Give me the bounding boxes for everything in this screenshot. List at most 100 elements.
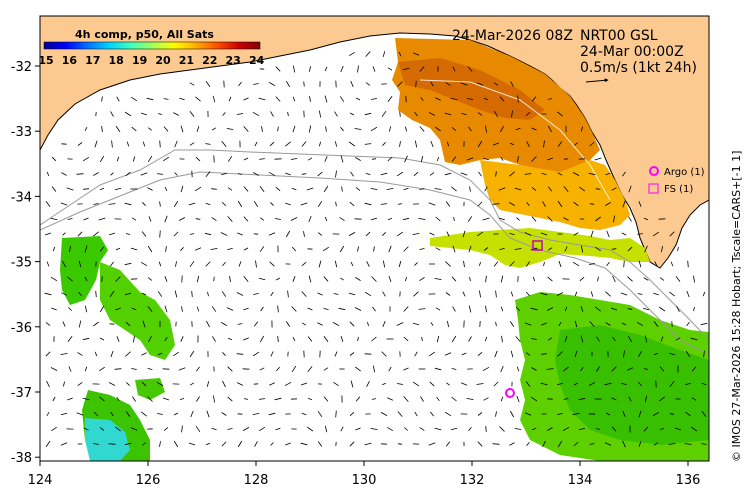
current-vector [574,291,578,297]
current-vector [540,232,548,236]
current-vector [460,382,468,386]
current-vector [446,382,450,386]
current-vector [180,247,184,251]
colorbar-tick-label: 18 [109,54,124,67]
current-vector [531,187,537,191]
current-vector [436,156,440,162]
current-vector [191,291,193,297]
current-vector [677,246,679,252]
current-vector [147,187,153,191]
current-vector [163,98,169,100]
current-vector [147,306,153,312]
current-vector [482,366,490,372]
current-vector [589,263,595,265]
current-vector [595,216,601,222]
current-vector [205,143,211,145]
current-vector [563,366,569,372]
current-vector [95,290,97,298]
x-tick-label: 132 [460,473,485,488]
current-vector [306,426,314,432]
current-vector [386,426,394,432]
current-vector [124,111,132,117]
current-vector [495,290,497,298]
current-vector [349,321,355,327]
current-vector [429,172,435,176]
current-vector [684,443,692,445]
current-vector [643,277,649,281]
current-vector [189,350,195,358]
current-vector [412,381,420,387]
current-vector [226,307,234,311]
current-vector [339,245,345,253]
current-vector [318,110,322,118]
current-vector [595,428,601,430]
current-vector [324,156,328,162]
current-vector [444,352,452,356]
current-vector [307,336,313,342]
current-vector [509,321,515,327]
current-vector [93,203,99,205]
current-vector [180,125,184,133]
current-vector [543,261,545,267]
current-vector [252,413,260,415]
current-vector [659,428,665,430]
current-vector [205,81,211,87]
y-tick-label: -32 [11,60,32,75]
current-vector [643,368,649,370]
current-vector [125,233,131,235]
current-vector [195,218,201,220]
current-vector [429,381,435,387]
current-vector [335,410,337,418]
current-vector [612,275,616,283]
current-vector [524,232,532,236]
current-vector [557,111,563,117]
current-vector [242,427,250,431]
current-vector [589,203,595,205]
current-vector [45,440,51,448]
current-vector [229,276,231,282]
current-vector [259,335,265,343]
obs-legend: Argo (1) FS (1) [648,166,705,195]
current-vector [444,411,452,417]
current-vector [451,396,457,402]
header-date: 24-Mar-2026 08Z [452,28,573,44]
current-vector [333,293,339,295]
current-vector [644,245,648,253]
current-vector [115,426,121,432]
current-vector [189,142,195,146]
current-vector [349,201,355,207]
current-vector [661,245,663,253]
current-vector [181,306,183,312]
current-vector [164,336,168,342]
current-vector [572,412,580,416]
current-vector [308,66,312,72]
current-vector [317,171,323,177]
current-vector [148,216,152,222]
current-vector [468,426,472,432]
current-vector [340,126,344,132]
current-vector [516,366,520,372]
current-vector [243,216,249,222]
current-vector [163,427,169,431]
current-vector [372,66,376,72]
current-vector [563,217,569,221]
current-vector [44,292,52,296]
current-vector [189,233,195,235]
current-vector [354,128,362,130]
current-vector [258,277,266,281]
current-vector [178,217,186,221]
current-vector [317,441,323,447]
current-vector [452,245,456,253]
current-vector [227,366,233,372]
current-vector [99,246,105,252]
current-vector [236,292,244,296]
current-vector [420,97,424,101]
current-vector [653,320,659,328]
current-vector [563,186,569,192]
current-vector [533,276,535,282]
current-vector [687,260,689,268]
current-vector [140,261,148,267]
current-vector [540,382,548,386]
current-vector [275,277,281,281]
current-vector [628,396,632,402]
